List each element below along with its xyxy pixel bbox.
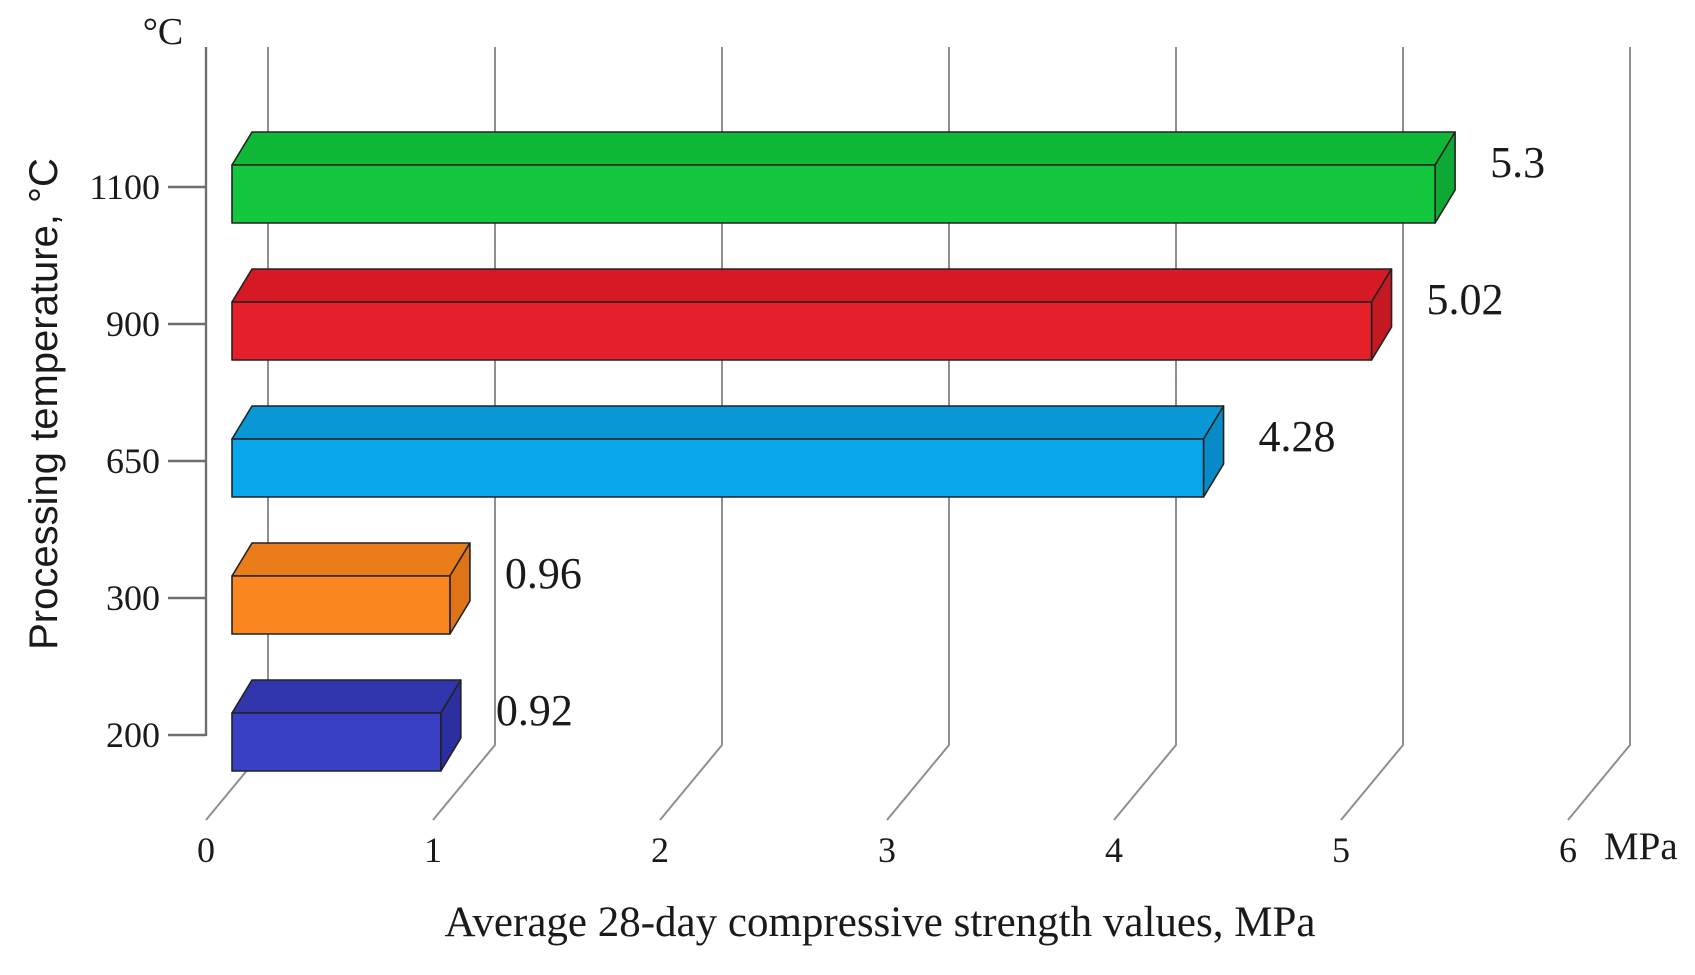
x-tick-label-5: 5 [1332,830,1350,870]
x-tick-label-4: 4 [1105,830,1123,870]
x-axis-title: Average 28-day compressive strength valu… [444,899,1316,946]
y-axis-unit-label: °C [142,11,184,53]
bar-front-face [231,438,1205,498]
y-tick-label-300: 300 [106,578,160,618]
bar-top-face [231,131,1456,166]
bar-front-face [231,164,1436,224]
x-axis-unit-label: MPa [1604,825,1678,868]
bars [231,131,1456,772]
value-label-200: 0.92 [496,686,573,735]
value-label-1100: 5.3 [1490,138,1545,187]
value-label-900: 5.02 [1427,275,1504,324]
bar-top-face [231,268,1393,303]
x-tick-label-1: 1 [424,830,442,870]
bar-front-face [231,712,442,772]
bar-front-face [231,575,451,635]
x-tick-labels: 0 1 2 3 4 5 6 [197,830,1577,870]
y-tick-label-650: 650 [106,441,160,481]
y-tick-label-200: 200 [106,715,160,755]
x-tick-label-3: 3 [878,830,896,870]
bar-top-face [231,542,471,577]
bar-1100 [231,131,1456,224]
bar-front-face [231,301,1373,361]
bar-200 [231,679,462,772]
x-tick-label-0: 0 [197,830,215,870]
bar-650 [231,405,1225,498]
y-tick-label-1100: 1100 [89,167,160,207]
bar-top-face [231,405,1225,440]
y-tick-label-900: 900 [106,304,160,344]
category-axis: 1100 900 650 300 200 [89,47,208,755]
bar-top-face [231,679,462,714]
gridline-5 [1340,47,1404,821]
y-axis-title: Processing temperature, °C [22,158,66,650]
x-tick-label-2: 2 [651,830,669,870]
value-label-650: 4.28 [1259,412,1336,461]
x-tick-label-6: 6 [1559,830,1577,870]
gridline-6 [1567,47,1631,821]
bar-300 [231,542,471,635]
bar-900 [231,268,1393,361]
gridlines [205,47,1631,821]
value-label-300: 0.96 [505,549,582,598]
